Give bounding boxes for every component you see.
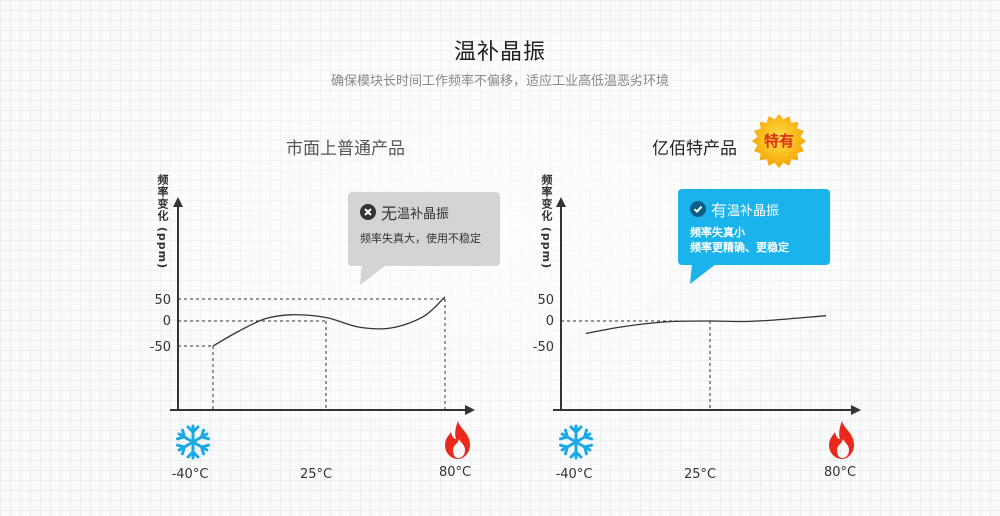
right-y-axis-label: 频率变化 (ppm) (540, 174, 553, 270)
left-ytick-50: 50 (154, 293, 171, 308)
left-callout-first-char: 无 (381, 204, 398, 223)
right-callout-rest: 温补晶振 (727, 203, 780, 219)
right-ytick-neg50: -50 (532, 340, 554, 355)
left-panel-title: 市面上普通产品 (286, 139, 405, 159)
right-xtick-25: 25°C (683, 467, 717, 482)
check-circle-icon (690, 201, 706, 217)
left-callout-rest: 温补晶振 (397, 206, 450, 222)
left-callout-heading: 无温补晶振 (360, 200, 488, 224)
snowflake-icon (558, 424, 594, 460)
left-xtick-minus40: -40°C (171, 467, 209, 482)
right-ytick-50: 50 (537, 293, 554, 308)
exclusive-badge: 特有 (751, 113, 807, 169)
left-callout-tail (360, 265, 386, 285)
page-title: 温补晶振 (453, 40, 546, 65)
right-xtick-minus40: -40°C (555, 467, 593, 482)
right-frequency-curve (585, 315, 827, 335)
right-xtick-80: 80°C (823, 465, 857, 480)
right-callout-tail (690, 264, 716, 284)
right-ytick-0: 0 (545, 314, 554, 329)
badge-label: 特有 (763, 132, 794, 150)
flame-icon (445, 421, 470, 459)
right-callout-first-char: 有 (711, 201, 728, 220)
flame-icon (829, 421, 854, 459)
left-ytick-0: 0 (162, 314, 171, 329)
left-callout-bubble: 无温补晶振 频率失真大，使用不稳定 (348, 192, 500, 266)
left-frequency-curve (212, 296, 446, 347)
right-callout-text-1: 频率失真小 (690, 226, 745, 239)
right-callout-heading: 有温补晶振 (690, 197, 818, 221)
left-callout-text: 频率失真大，使用不稳定 (360, 232, 481, 245)
left-y-axis-label: 频率变化 (ppm) (156, 174, 169, 270)
right-callout-bubble: 有温补晶振 频率失真小 频率更精确、更稳定 (678, 189, 830, 265)
right-panel-title: 亿佰特产品 (652, 139, 737, 159)
snowflake-icon (175, 424, 211, 460)
badge-burst-shape (752, 114, 806, 168)
right-callout-text-2: 频率更精确、更稳定 (690, 241, 789, 254)
x-circle-icon (360, 204, 376, 220)
left-xtick-80: 80°C (438, 465, 472, 480)
left-xtick-25: 25°C (299, 467, 333, 482)
page-subtitle: 确保模块长时间工作频率不偏移，适应工业高低温恶劣环境 (330, 74, 669, 89)
left-ytick-neg50: -50 (149, 340, 171, 355)
